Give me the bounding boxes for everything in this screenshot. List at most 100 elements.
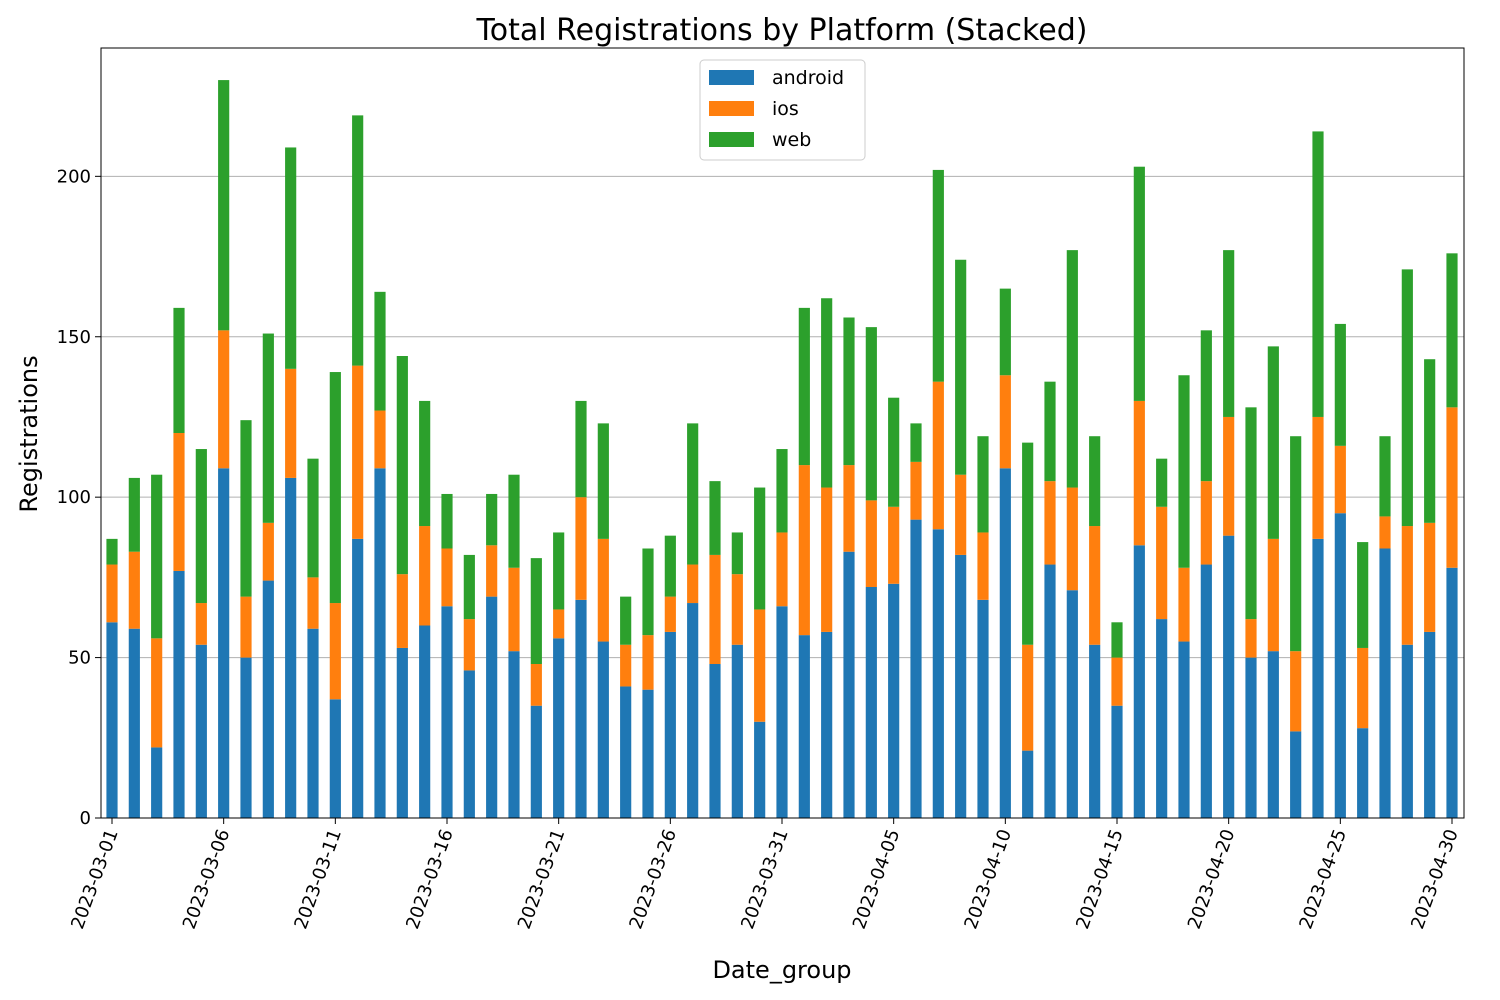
bar-web-2023-03-25 <box>642 548 654 636</box>
bar-ios-2023-03-31 <box>776 532 788 607</box>
bar-web-2023-03-06 <box>218 80 230 331</box>
y-tick-label: 150 <box>57 327 91 348</box>
bar-ios-2023-03-04 <box>173 433 185 571</box>
bar-web-2023-04-13 <box>1066 250 1078 488</box>
bar-web-2023-03-01 <box>106 538 118 565</box>
bar-android-2023-03-30 <box>754 721 766 818</box>
bar-web-2023-04-12 <box>1044 381 1056 482</box>
bar-ios-2023-04-09 <box>977 532 989 600</box>
legend-label-ios: ios <box>772 98 799 120</box>
bar-ios-2023-03-07 <box>240 596 252 658</box>
bar-android-2023-04-22 <box>1267 651 1279 818</box>
bar-web-2023-03-30 <box>754 487 766 610</box>
bar-web-2023-03-07 <box>240 420 252 597</box>
bar-android-2023-04-13 <box>1066 590 1078 818</box>
bar-ios-2023-03-29 <box>731 574 743 645</box>
bar-android-2023-03-19 <box>508 651 520 818</box>
bar-ios-2023-04-28 <box>1401 526 1413 645</box>
bar-android-2023-03-29 <box>731 644 743 818</box>
bar-ios-2023-03-10 <box>307 577 319 629</box>
bar-web-2023-04-21 <box>1245 407 1257 620</box>
bar-android-2023-04-01 <box>798 635 810 818</box>
bar-ios-2023-04-24 <box>1312 416 1324 539</box>
bar-ios-2023-03-28 <box>709 554 721 664</box>
bar-android-2023-04-19 <box>1200 564 1212 818</box>
bar-web-2023-04-26 <box>1357 542 1369 648</box>
bar-web-2023-03-05 <box>195 449 207 604</box>
bar-ios-2023-03-25 <box>642 635 654 690</box>
bar-android-2023-04-15 <box>1111 705 1123 818</box>
bar-web-2023-04-24 <box>1312 131 1324 417</box>
legend-swatch-ios <box>709 101 754 116</box>
bar-ios-2023-03-13 <box>374 410 386 469</box>
bar-ios-2023-04-21 <box>1245 619 1257 658</box>
bar-android-2023-03-23 <box>597 641 609 818</box>
y-axis: 0 50 100 150 200 <box>57 166 101 829</box>
bar-android-2023-04-21 <box>1245 657 1257 818</box>
bar-ios-2023-04-22 <box>1267 538 1279 652</box>
bar-ios-2023-03-17 <box>463 619 475 671</box>
bar-web-2023-03-26 <box>664 535 676 597</box>
bar-android-2023-03-24 <box>620 686 632 818</box>
bar-web-2023-03-23 <box>597 423 609 539</box>
legend-swatch-android <box>709 70 754 85</box>
bar-android-2023-04-16 <box>1133 545 1145 818</box>
bar-web-2023-04-05 <box>888 397 900 507</box>
bar-android-2023-04-17 <box>1156 619 1168 818</box>
bar-ios-2023-04-23 <box>1290 651 1302 732</box>
legend-swatch-web <box>709 132 754 147</box>
bar-web-2023-03-24 <box>620 596 632 645</box>
bar-ios-2023-03-09 <box>285 368 297 478</box>
x-axis-label: Date_group <box>712 956 851 984</box>
bar-android-2023-04-20 <box>1223 535 1235 818</box>
legend: android ios web <box>699 59 866 161</box>
bar-android-2023-03-18 <box>486 596 498 818</box>
bar-android-2023-04-27 <box>1379 548 1391 818</box>
bars <box>106 80 1458 818</box>
bar-web-2023-04-10 <box>999 288 1011 376</box>
bar-web-2023-04-02 <box>821 298 833 488</box>
bar-web-2023-04-25 <box>1334 323 1346 446</box>
bar-web-2023-03-14 <box>396 356 408 575</box>
bar-android-2023-04-18 <box>1178 641 1190 818</box>
bar-android-2023-04-02 <box>821 631 833 818</box>
bar-android-2023-04-30 <box>1446 567 1458 818</box>
bar-web-2023-03-03 <box>151 474 163 639</box>
bar-ios-2023-04-13 <box>1066 487 1078 591</box>
bar-android-2023-03-26 <box>664 631 676 818</box>
bar-android-2023-03-05 <box>195 644 207 818</box>
bar-ios-2023-04-06 <box>910 461 922 520</box>
bar-web-2023-04-29 <box>1424 359 1436 523</box>
y-tick-label: 0 <box>80 808 91 829</box>
bar-android-2023-04-26 <box>1357 728 1369 818</box>
bar-ios-2023-04-16 <box>1133 400 1145 546</box>
bar-ios-2023-04-04 <box>865 500 877 587</box>
bar-ios-2023-03-23 <box>597 538 609 642</box>
bar-android-2023-03-03 <box>151 747 163 818</box>
bar-ios-2023-04-15 <box>1111 657 1123 706</box>
bar-android-2023-03-14 <box>396 647 408 818</box>
bar-web-2023-03-21 <box>553 532 565 610</box>
bar-ios-2023-04-25 <box>1334 445 1346 514</box>
bar-ios-2023-04-08 <box>955 474 967 555</box>
bar-android-2023-03-04 <box>173 570 185 818</box>
bar-android-2023-04-03 <box>843 551 855 818</box>
bar-web-2023-03-09 <box>285 147 297 369</box>
bar-android-2023-03-20 <box>530 705 542 818</box>
bar-web-2023-04-09 <box>977 436 989 533</box>
bar-ios-2023-03-22 <box>575 497 587 600</box>
bar-android-2023-03-06 <box>218 468 230 818</box>
bar-web-2023-03-11 <box>329 372 341 604</box>
bar-web-2023-03-10 <box>307 458 319 578</box>
bar-web-2023-04-30 <box>1446 253 1458 408</box>
bar-ios-2023-03-30 <box>754 609 766 722</box>
bar-ios-2023-04-30 <box>1446 407 1458 568</box>
bar-ios-2023-03-02 <box>128 551 140 629</box>
chart-title: Total Registrations by Platform (Stacked… <box>476 13 1088 48</box>
bar-android-2023-04-12 <box>1044 564 1056 818</box>
bar-android-2023-03-13 <box>374 468 386 818</box>
bar-ios-2023-04-01 <box>798 465 810 636</box>
bar-android-2023-03-09 <box>285 477 297 818</box>
bar-android-2023-03-01 <box>106 622 118 818</box>
